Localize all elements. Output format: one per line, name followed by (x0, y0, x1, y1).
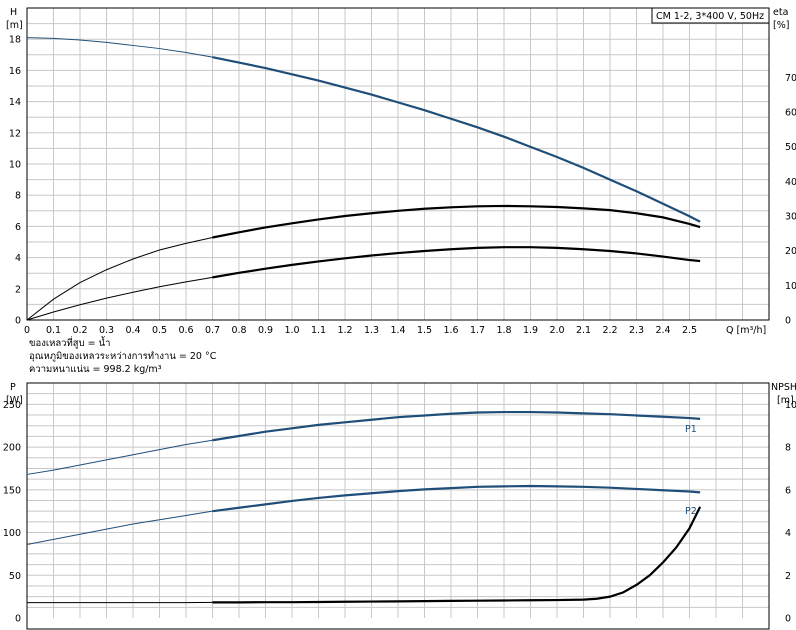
bottom-right-tick-label: 8 (785, 443, 791, 454)
top-left-tick-label: 16 (9, 66, 21, 77)
bottom-series-group (26, 410, 702, 604)
top-x-tick-label: 1.4 (390, 325, 405, 336)
top-right-tick-label: 50 (785, 142, 796, 153)
bottom-left-tick-labels: 0 50 100 150 200 250 (3, 400, 21, 625)
series-label-p2: P2 (685, 506, 697, 517)
top-right-axis-unit-label: eta (773, 7, 788, 18)
bottom-series-1-operating-range (212, 484, 701, 513)
bottom-left-tick-label: 150 (3, 485, 21, 496)
top-x-tick-label: 1.8 (496, 325, 511, 336)
top-x-tick-label: 1.2 (337, 325, 352, 336)
top-series-0-operating-range (212, 56, 701, 223)
top-left-tick-label: 2 (15, 284, 21, 295)
top-x-tick-label: 2.0 (549, 325, 564, 336)
top-series-1-line (26, 205, 701, 321)
bottom-right-tick-labels: 0 2 4 6 8 10 (785, 400, 796, 625)
top-x-tick-labels: 0 0.1 0.2 0.3 0.4 0.5 0.6 0.7 0.8 0.9 1.0 1.1 1.2 1.3… (24, 325, 697, 336)
bottom-left-axis-unit-bracket: [W] (6, 395, 23, 406)
top-x-tick-label: 1.5 (417, 325, 432, 336)
top-x-tick-label: 1.0 (284, 325, 299, 336)
bottom-left-tick-label: 100 (3, 528, 21, 539)
top-right-tick-label: 0 (785, 316, 791, 327)
top-right-tick-label: 20 (785, 246, 796, 257)
bottom-right-tick-label: 4 (785, 528, 791, 539)
series-label-p1: P1 (685, 424, 697, 435)
top-x-tick-label: 1.7 (470, 325, 485, 336)
top-left-axis-unit-label: H (10, 7, 17, 18)
bottom-left-tick-label: 0 (15, 614, 21, 625)
legend-box-text: CM 1-2, 3*400 V, 50Hz (656, 11, 764, 22)
top-left-tick-label: 10 (9, 160, 21, 171)
top-right-tick-label: 30 (785, 212, 796, 223)
power-npsh-panel: 0 50 100 150 200 250 0 2 4 6 8 10 P [W] NPSH [m] P… (3, 382, 796, 630)
bottom-series-2-operating-range (212, 506, 702, 604)
top-x-tick-label: 2.2 (602, 325, 617, 336)
top-x-tick-label: 0.4 (125, 325, 140, 336)
top-series-2-operating-range (212, 246, 701, 279)
top-right-tick-labels: 0 10 20 30 40 50 60 70 (785, 73, 796, 327)
bottom-series-0-operating-range (212, 410, 701, 442)
bottom-right-tick-label: 6 (785, 485, 791, 496)
info-line-density: ความหนาแน่น = 998.2 kg/m³ (29, 364, 162, 375)
info-line-liquid: ของเหลวที่สูบ = น้ำ (29, 336, 110, 349)
x-axis-label: Q [m³/h] (726, 325, 766, 336)
top-x-tick-label: 0.8 (231, 325, 246, 336)
top-left-tick-label: 8 (15, 191, 21, 202)
bottom-right-axis-unit-label: NPSH (771, 382, 796, 393)
top-x-tick-label: 2.1 (576, 325, 591, 336)
top-x-tick-label: 0.5 (152, 325, 167, 336)
top-x-tick-label: 0 (24, 325, 30, 336)
top-x-tick-label: 0.6 (178, 325, 193, 336)
bottom-right-axis-unit-bracket: [m] (777, 395, 794, 406)
bottom-left-tick-label: 250 (3, 400, 21, 411)
bottom-left-tick-label: 50 (9, 571, 21, 582)
bottom-right-tick-label: 0 (785, 614, 791, 625)
top-series-1-operating-range (212, 204, 701, 239)
top-x-tick-label: 0.1 (46, 325, 61, 336)
top-left-tick-label: 6 (15, 222, 21, 233)
top-x-tick-label: 2.3 (629, 325, 644, 336)
bottom-left-tick-label: 200 (3, 443, 21, 454)
top-right-tick-label: 70 (785, 73, 796, 84)
top-series-group (26, 37, 701, 321)
bottom-series-2-line (27, 506, 701, 604)
bottom-plot-frame (26, 382, 770, 630)
bottom-right-tick-label: 10 (785, 400, 796, 411)
head-efficiency-panel: 0 0.1 0.2 0.3 0.4 0.5 0.6 0.7 0.8 0.9 1.0 1.1 1.2 1.3… (6, 7, 796, 336)
top-right-axis-unit-bracket: [%] (773, 20, 789, 31)
top-x-tick-label: 2.4 (655, 325, 670, 336)
top-right-tick-label: 10 (785, 281, 796, 292)
top-x-tick-label: 0.2 (72, 325, 87, 336)
top-x-tick-label: 1.9 (523, 325, 538, 336)
top-x-tick-label: 0.3 (99, 325, 114, 336)
fluid-info: ของเหลวที่สูบ = น้ำ อุณหภูมิของเหลวระหว่… (29, 336, 217, 375)
top-series-0-line (26, 37, 701, 223)
bottom-left-axis-unit-label: P (10, 382, 16, 393)
top-grid (27, 8, 769, 320)
top-x-tick-label: 1.3 (364, 325, 379, 336)
top-left-tick-labels: 0 2 4 6 8 10 12 14 16 18 (9, 35, 21, 327)
legend-box (651, 7, 770, 24)
top-x-tick-label: 0.9 (258, 325, 273, 336)
top-left-tick-label: 0 (15, 316, 21, 327)
top-right-tick-label: 60 (785, 108, 796, 119)
top-x-tick-label: 2.5 (682, 325, 697, 336)
top-left-tick-label: 14 (9, 97, 21, 108)
top-x-tick-label: 1.1 (311, 325, 326, 336)
top-left-tick-label: 4 (15, 253, 21, 264)
info-line-temperature: อุณหภูมิของเหลวระหว่างการทำงาน = 20 °C (29, 351, 217, 362)
top-series-2-line (26, 246, 701, 321)
top-plot-frame (26, 7, 770, 321)
top-x-tick-label: 0.7 (205, 325, 220, 336)
top-left-tick-label: 12 (9, 128, 21, 139)
bottom-right-tick-label: 2 (785, 571, 791, 582)
top-left-axis-unit-bracket: [m] (6, 20, 23, 31)
top-right-tick-label: 40 (785, 177, 796, 188)
top-left-tick-label: 18 (9, 35, 21, 46)
top-x-tick-label: 1.6 (443, 325, 458, 336)
